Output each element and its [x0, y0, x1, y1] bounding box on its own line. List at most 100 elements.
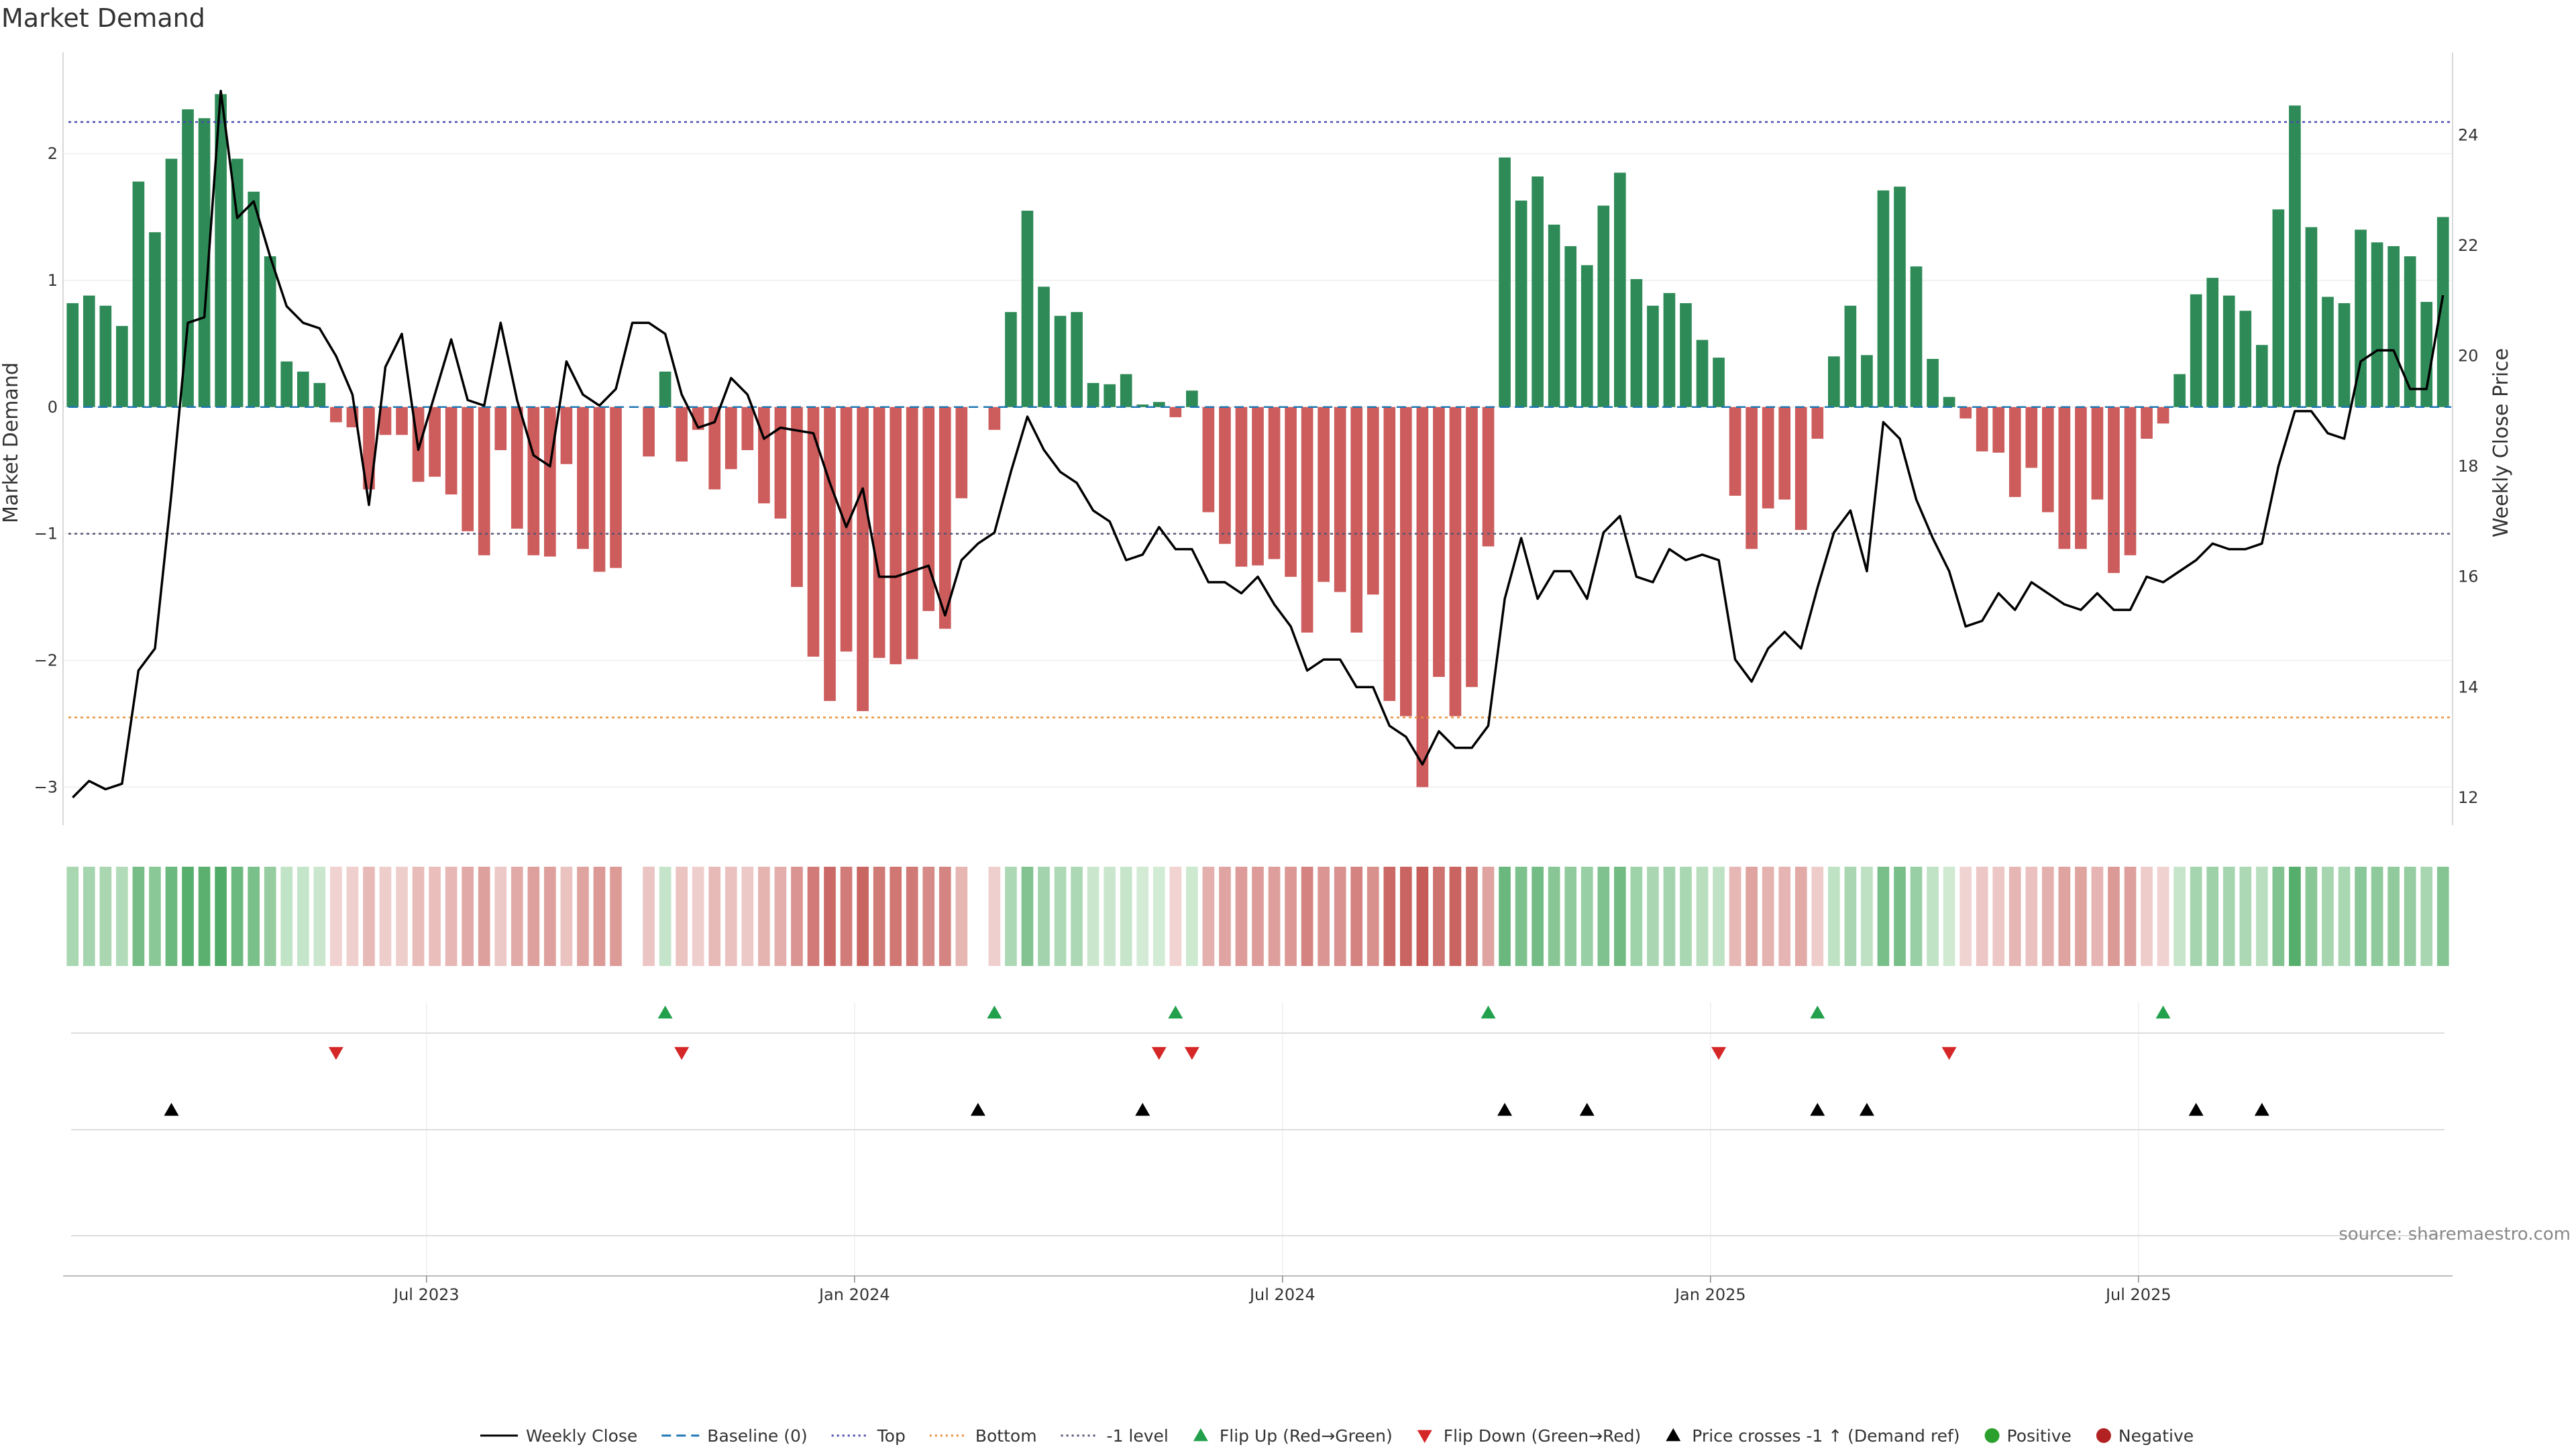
demand-bar — [724, 407, 737, 470]
demand-bar — [1252, 407, 1264, 566]
left-tick-label: −3 — [34, 777, 58, 796]
legend-label: Baseline (0) — [707, 1426, 807, 1446]
heat-cell — [1580, 867, 1593, 966]
flip-down-marker — [1711, 1046, 1727, 1060]
heat-cell — [1219, 867, 1231, 966]
demand-bar — [1877, 190, 1890, 407]
heat-cell — [1696, 867, 1709, 966]
demand-bar — [1071, 312, 1083, 407]
legend-item: Bottom — [929, 1426, 1037, 1446]
heat-cell — [2124, 867, 2137, 966]
demand-bar — [1186, 390, 1198, 407]
legend-label: Flip Down (Green→Red) — [1444, 1426, 1642, 1446]
legend-label: Bottom — [975, 1426, 1037, 1446]
heat-cell — [857, 867, 869, 966]
flip-down-marker — [674, 1046, 690, 1060]
heat-cell — [577, 867, 589, 966]
demand-bar — [2206, 278, 2219, 407]
heat-cell — [1992, 867, 2005, 966]
demand-bar — [2255, 345, 2268, 407]
demand-bar — [1268, 407, 1281, 559]
heat-cell — [2387, 867, 2400, 966]
heat-cell — [1960, 867, 1972, 966]
heat-cell — [938, 867, 951, 966]
demand-bar — [840, 407, 853, 652]
price-cross-marker — [2254, 1103, 2269, 1116]
heat-cell — [2322, 867, 2334, 966]
right-axis-label: Weekly Close Price — [2489, 348, 2513, 537]
demand-bar — [66, 303, 79, 407]
heat-cell — [2255, 867, 2268, 966]
heat-cell — [1597, 867, 1610, 966]
heat-cell — [692, 867, 704, 966]
heat-cell — [1186, 867, 1198, 966]
heat-cell — [527, 867, 540, 966]
heat-cell — [2222, 867, 2235, 966]
legend-swatch — [1193, 1428, 1208, 1442]
right-tick-label: 16 — [2458, 568, 2479, 586]
heat-cell — [2041, 867, 2054, 966]
price-cross-marker — [1135, 1103, 1150, 1116]
heat-cell — [2206, 867, 2219, 966]
demand-bar — [824, 407, 836, 701]
heat-cell — [280, 867, 293, 966]
heat-cell — [1169, 867, 1182, 966]
demand-bar — [1301, 407, 1313, 633]
heat-cell — [774, 867, 787, 966]
right-tick-label: 20 — [2458, 347, 2479, 366]
demand-bar — [1580, 265, 1593, 407]
left-tick-label: 0 — [48, 398, 58, 417]
heat-cell — [906, 867, 918, 966]
axes: 2 1 0 −1 −2 −3 24 22 20 18 16 14 12 Jul 2023 Jan 2024 J… — [34, 52, 2479, 1304]
heat-cell — [83, 867, 95, 966]
heat-cell — [198, 867, 211, 966]
demand-bar — [313, 382, 326, 407]
demand-bar — [231, 158, 244, 407]
heat-cell — [478, 867, 490, 966]
heat-cell — [2436, 867, 2449, 966]
heat-cell — [132, 867, 145, 966]
heat-cell — [99, 867, 112, 966]
demand-bar — [132, 181, 145, 407]
demand-bar — [774, 407, 787, 519]
demand-bar — [2174, 374, 2186, 407]
heat-cell — [1778, 867, 1791, 966]
demand-bar — [938, 407, 951, 629]
legend-label: Top — [877, 1426, 906, 1446]
heat-cell — [1350, 867, 1363, 966]
demand-bar — [1400, 407, 1412, 716]
heat-cell — [1301, 867, 1313, 966]
demand-bar — [2289, 105, 2301, 407]
heat-cell — [1564, 867, 1577, 966]
right-tick-label: 22 — [2458, 236, 2479, 255]
heat-cell — [396, 867, 408, 966]
x-tick-label: Jan 2025 — [1674, 1285, 1746, 1304]
demand-bar — [1729, 407, 1741, 496]
heat-cell — [1827, 867, 1840, 966]
price-cross-marker — [1810, 1103, 1825, 1116]
right-tick-label: 24 — [2458, 125, 2479, 144]
heat-cell — [1762, 867, 1774, 966]
price-cross-marker — [2188, 1103, 2204, 1116]
source-note: source: sharemaestro.com — [2339, 1224, 2571, 1244]
heat-cell — [231, 867, 244, 966]
heat-cell — [511, 867, 523, 966]
heat-cell — [2141, 867, 2153, 966]
heat-cell — [2338, 867, 2351, 966]
heat-cell — [1499, 867, 1511, 966]
legend-item: Flip Up (Red→Green) — [1193, 1426, 1393, 1446]
heat-cell — [2108, 867, 2120, 966]
legend-item: Weekly Close — [480, 1426, 637, 1446]
demand-bar — [2108, 407, 2120, 574]
demand-bar — [2190, 294, 2202, 407]
heat-cell — [1466, 867, 1478, 966]
heat-cell — [215, 867, 227, 966]
heat-cell — [1318, 867, 1330, 966]
right-tick-label: 14 — [2458, 678, 2479, 696]
demand-bar — [149, 232, 161, 407]
demand-bar — [1927, 359, 1939, 407]
demand-bar — [379, 407, 392, 435]
legend-swatch — [1417, 1430, 1432, 1443]
heat-cell — [1482, 867, 1495, 966]
heat-cell — [182, 867, 194, 966]
